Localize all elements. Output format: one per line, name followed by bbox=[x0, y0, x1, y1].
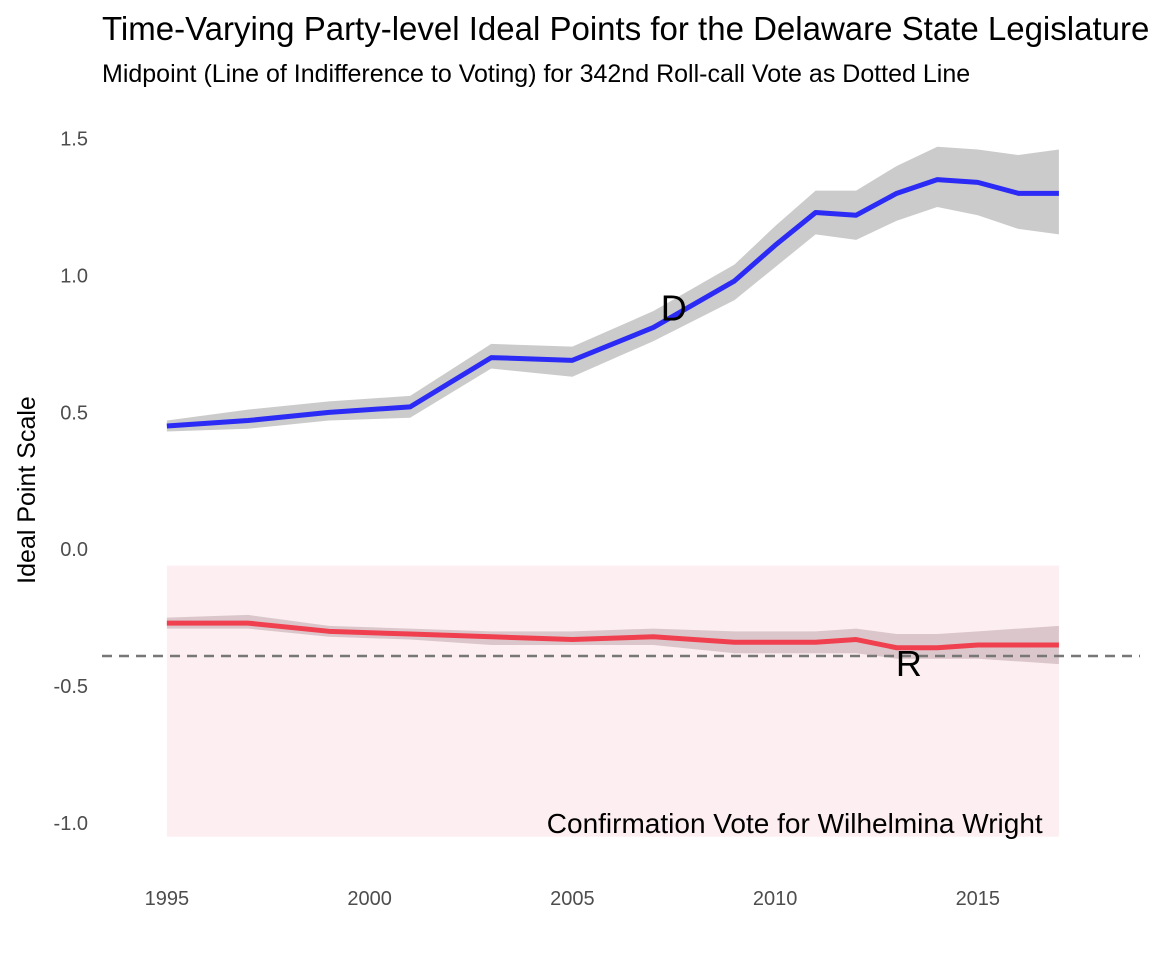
y-axis-label: Ideal Point Scale bbox=[13, 396, 41, 584]
y-axis: 1.5 1.0 0.5 0.0 -0.5 -1.0 bbox=[54, 129, 88, 835]
chart-title: Time-Varying Party-level Ideal Points fo… bbox=[102, 10, 1149, 47]
series-label-d: D bbox=[661, 287, 687, 328]
x-axis: 1995 2000 2005 2010 2015 bbox=[145, 888, 1000, 910]
shaded-region bbox=[166, 565, 1059, 837]
x-tick-label: 2015 bbox=[956, 888, 1001, 910]
y-tick-label: 0.5 bbox=[60, 402, 88, 424]
series-labels: DR bbox=[661, 287, 922, 684]
y-tick-label: 1.5 bbox=[60, 129, 88, 151]
y-tick-label: -1.0 bbox=[54, 813, 88, 835]
annotation: Confirmation Vote for Wilhelmina Wright bbox=[547, 808, 1043, 839]
y-tick-label: 0.0 bbox=[60, 539, 88, 561]
y-tick-label: -0.5 bbox=[54, 676, 88, 698]
series-line-d bbox=[166, 177, 1059, 429]
chart-subtitle: Midpoint (Line of Indifference to Voting… bbox=[102, 60, 970, 88]
y-tick-label: 1.0 bbox=[60, 265, 88, 287]
series-label-r: R bbox=[896, 643, 922, 684]
x-tick-label: 2010 bbox=[753, 888, 798, 910]
x-tick-label: 1995 bbox=[145, 888, 190, 910]
confidence-band-d bbox=[166, 146, 1059, 432]
x-tick-label: 2000 bbox=[347, 888, 392, 910]
x-tick-label: 2005 bbox=[550, 888, 595, 910]
series-lines bbox=[166, 177, 1060, 651]
